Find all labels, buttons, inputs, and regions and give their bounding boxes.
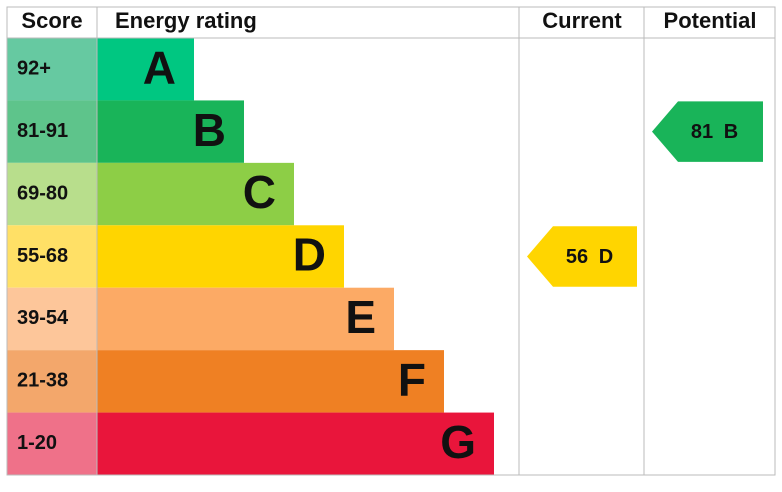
score-cell: [7, 287, 97, 351]
rating-bar: [97, 100, 244, 163]
header-current: Current: [542, 8, 622, 33]
current-arrow: [527, 226, 637, 287]
score-range: 55-68: [17, 245, 68, 267]
rating-letter: G: [440, 416, 476, 468]
potential-letter: B: [724, 121, 738, 143]
score-cell: [7, 412, 97, 475]
score-cell: [7, 350, 97, 413]
score-range: 69-80: [17, 182, 68, 204]
score-cell: [7, 225, 97, 288]
potential-arrow: [652, 101, 763, 162]
current-value: 56: [566, 246, 588, 268]
rating-letter: B: [193, 104, 226, 156]
rating-letter: D: [293, 229, 326, 281]
header-rating: Energy rating: [115, 8, 257, 33]
rating-letter: E: [345, 291, 376, 343]
rating-bar: [97, 162, 294, 226]
rating-bar: [97, 350, 444, 413]
score-range: 21-38: [17, 370, 68, 392]
rating-bar: [97, 38, 194, 101]
potential-value: 81: [691, 121, 713, 143]
score-range: 1-20: [17, 432, 57, 454]
score-cell: [7, 100, 97, 163]
rating-bar: [97, 225, 344, 288]
rating-bar: [97, 287, 394, 351]
score-cell: [7, 162, 97, 226]
score-range: 81-91: [17, 120, 68, 142]
current-letter: D: [599, 246, 613, 268]
rating-bar: [97, 412, 494, 475]
rating-letter: A: [143, 41, 176, 93]
rating-letter: F: [398, 354, 426, 406]
header-potential: Potential: [664, 8, 757, 33]
score-range: 39-54: [17, 307, 69, 329]
score-cell: [7, 38, 97, 101]
header-score: Score: [21, 8, 82, 33]
score-range: 92+: [17, 57, 51, 79]
border: [6, 6, 776, 476]
rating-letter: C: [243, 166, 276, 218]
